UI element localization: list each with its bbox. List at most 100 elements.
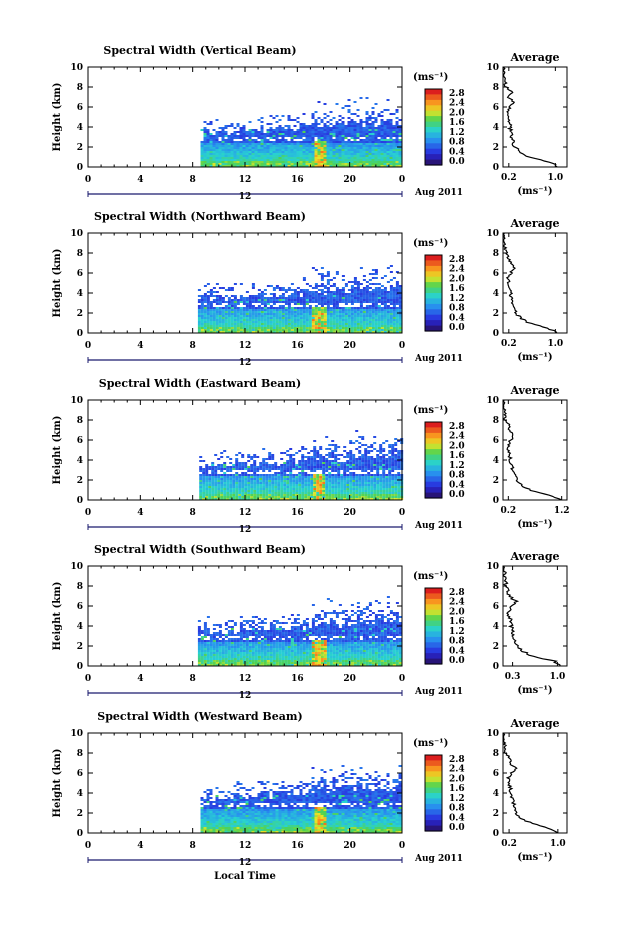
heatmap-cell [223, 492, 227, 494]
heatmap-cell [227, 317, 231, 319]
heatmap-cell [212, 135, 216, 137]
heatmap-cell [386, 307, 390, 309]
heatmap-cell [395, 155, 399, 157]
heatmap-cell [347, 319, 351, 321]
heatmap-cell [298, 498, 302, 500]
heatmap-cell [284, 289, 288, 291]
heatmap-cell [269, 305, 273, 307]
heatmap-cell [314, 285, 318, 287]
heatmap-cell [314, 297, 318, 299]
heatmap-cell [271, 458, 275, 460]
colorbar-swatch [425, 265, 442, 272]
heatmap-cell [241, 492, 245, 494]
heatmap-cell [383, 159, 387, 161]
heatmap-cell [397, 480, 401, 482]
heatmap-cell [251, 131, 255, 133]
heatmap-cell [266, 321, 270, 323]
heatmap-cell [302, 155, 306, 157]
heatmap-cell [272, 135, 276, 137]
heatmap-cell [371, 283, 375, 285]
heatmap-cell [206, 143, 210, 145]
heatmap-cell [292, 492, 296, 494]
heatmap-cell [377, 321, 381, 323]
heatmap-cell [281, 293, 285, 295]
heatmap-cell [337, 482, 341, 484]
colorbar-swatch [425, 320, 442, 327]
heatmap-cell [229, 478, 233, 480]
heatmap-cell [395, 331, 399, 333]
heatmap-cell [263, 309, 267, 311]
heatmap-cell [274, 474, 278, 476]
heatmap-cell [340, 464, 344, 466]
heatmap-cell [346, 494, 350, 496]
heatmap-cell [364, 458, 368, 460]
heatmap-cell [229, 476, 233, 478]
heatmap-cell [320, 315, 324, 317]
heatmap-cell [319, 480, 323, 482]
heatmap-cell [275, 297, 279, 299]
heatmap-cell [350, 293, 354, 295]
heatmap-cell [353, 329, 357, 331]
heatmap-cell [224, 315, 228, 317]
heatmap-cell [269, 127, 273, 129]
heatmap-cell [248, 131, 252, 133]
heatmap-cell [395, 165, 399, 167]
heatmap-cell [238, 486, 242, 488]
heatmap-cell [335, 311, 339, 313]
heatmap-cell [227, 640, 231, 642]
heatmap-cell [335, 309, 339, 311]
heatmap-cell [245, 131, 249, 133]
heatmap-cell [362, 129, 366, 131]
heatmap-cell [244, 468, 248, 470]
heatmap-cell [311, 267, 315, 269]
heatmap-cell [281, 151, 285, 153]
heatmap-cell [197, 654, 201, 656]
heatmap-cell [263, 329, 267, 331]
heatmap-cell [200, 301, 204, 303]
heatmap-cell [332, 149, 336, 151]
heatmap-cell [197, 315, 201, 317]
heatmap-cell [317, 273, 321, 275]
heatmap-cell [377, 311, 381, 313]
heatmap-cell [362, 157, 366, 159]
heatmap-cell [383, 143, 387, 145]
heatmap-cell [356, 285, 360, 287]
heatmap-cell [338, 139, 342, 141]
heatmap-cell [227, 151, 231, 153]
heatmap-cell [338, 165, 342, 167]
heatmap-cell [206, 650, 210, 652]
heatmap-cell [335, 329, 339, 331]
heatmap-cell [346, 486, 350, 488]
heatmap-cell [227, 147, 231, 149]
heatmap-cell [292, 458, 296, 460]
heatmap-cell [200, 327, 204, 329]
heatmap-cell [284, 161, 288, 163]
heatmap-cell [311, 147, 315, 149]
heatmap-cell [371, 129, 375, 131]
heatmap-cell [329, 321, 333, 323]
heatmap-cell [395, 145, 399, 147]
heatmap-cell [302, 297, 306, 299]
heatmap-cell [341, 307, 345, 309]
heatmap-cell [334, 492, 338, 494]
heatmap-cell [239, 327, 243, 329]
colorbar-swatch [425, 427, 442, 434]
heatmap-cell [356, 115, 360, 117]
heatmap-cell [326, 133, 330, 135]
heatmap-cell [215, 646, 219, 648]
day-label: 12 [239, 525, 252, 535]
heatmap-cell [218, 323, 222, 325]
heatmap-cell [224, 622, 228, 624]
heatmap-cell [215, 640, 219, 642]
heatmap-cell [293, 317, 297, 319]
heatmap-cell [311, 311, 315, 313]
heatmap-cell [365, 119, 369, 121]
heatmap-cell [295, 494, 299, 496]
heatmap-cell [254, 323, 258, 325]
heatmap-cell [287, 117, 291, 119]
heatmap-cell [278, 165, 282, 167]
heatmap-cell [269, 123, 273, 125]
heatmap-cell [206, 319, 210, 321]
heatmap-cell [388, 492, 392, 494]
heatmap-cell [326, 315, 330, 317]
